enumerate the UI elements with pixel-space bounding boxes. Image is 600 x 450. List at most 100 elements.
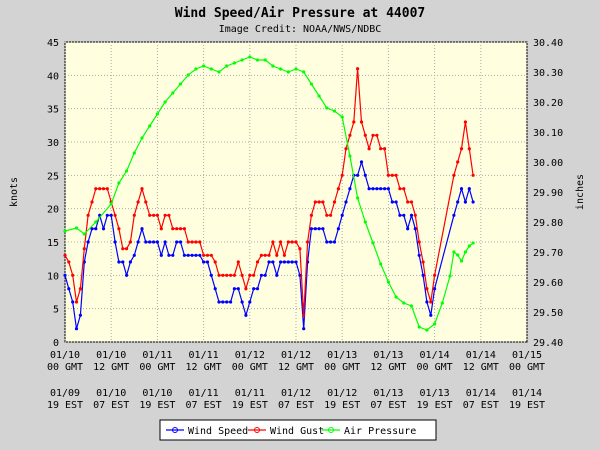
x-tick-date2: 01/10 [142, 388, 172, 399]
data-point [202, 253, 206, 257]
data-point [63, 273, 67, 277]
grid-lines [64, 41, 528, 343]
data-point [383, 187, 387, 191]
data-point [194, 253, 198, 257]
data-point [348, 133, 352, 137]
data-point [213, 260, 217, 264]
y-tick-left: 20 [47, 205, 59, 216]
data-point [332, 240, 337, 244]
data-point [371, 241, 375, 245]
x-tick-date2: 01/11 [235, 388, 265, 399]
data-point [255, 287, 260, 291]
chart-title: Wind Speed/Air Pressure at 44007 [175, 6, 425, 21]
x-tick-time2: 07 EST [93, 400, 129, 411]
y-tick-left: 0 [53, 338, 59, 349]
data-point [402, 301, 406, 305]
series-layer [63, 55, 475, 332]
data-point [309, 213, 313, 217]
data-point [332, 109, 337, 113]
data-point [163, 100, 167, 104]
data-point [367, 187, 371, 191]
data-point [90, 200, 94, 204]
data-point [117, 260, 121, 264]
data-point [255, 58, 260, 62]
y-tick-right: 30.10 [533, 128, 563, 139]
y-tick-right: 29.40 [533, 338, 563, 349]
x-tick-time2: 07 EST [186, 400, 222, 411]
data-point [471, 173, 475, 177]
data-point [155, 240, 159, 244]
data-point [209, 273, 213, 277]
data-point [363, 133, 367, 137]
data-point [383, 147, 387, 151]
x-tick-date1: 01/15 [512, 350, 542, 361]
x-tick-time2: 19 EST [417, 400, 453, 411]
data-point [213, 287, 217, 291]
data-point [290, 240, 294, 244]
data-point [221, 273, 225, 277]
data-point [452, 173, 456, 177]
data-point [140, 227, 144, 231]
data-point [144, 240, 148, 244]
data-point [263, 273, 267, 277]
legend-entry: Wind Speed [166, 426, 248, 437]
x-tick-time1: 00 GMT [509, 362, 545, 373]
data-point [205, 253, 210, 257]
data-point [456, 200, 460, 204]
data-point [232, 287, 236, 291]
x-tick-date2: 01/14 [466, 388, 496, 399]
data-point [163, 213, 167, 217]
data-point [279, 260, 283, 264]
x-tick-time1: 00 GMT [139, 362, 175, 373]
tick-labels: 0 5 10 15 20 25 30 35 40 45 29.40 29.50 29.60 29.70 29… [47, 38, 563, 411]
y-tick-right: 29.70 [533, 248, 563, 259]
data-point [433, 287, 437, 291]
data-point [236, 287, 240, 291]
data-point [325, 240, 329, 244]
data-point [86, 213, 90, 217]
legend-marker [254, 427, 260, 433]
data-point [148, 124, 152, 128]
data-point [209, 253, 213, 257]
data-point [244, 287, 248, 291]
data-point [471, 241, 475, 245]
data-point [144, 200, 148, 204]
data-point [440, 301, 444, 305]
data-point [74, 226, 79, 230]
legend-label: Wind Gust [270, 426, 324, 437]
data-point [190, 253, 194, 257]
data-point [205, 260, 210, 264]
data-point [348, 187, 352, 191]
data-point [263, 58, 267, 62]
data-point [433, 322, 437, 326]
data-point [413, 227, 417, 231]
y-tick-left: 40 [47, 71, 59, 82]
y-tick-right: 29.50 [533, 308, 563, 319]
data-point [467, 147, 471, 151]
data-point [71, 300, 75, 304]
data-point [252, 287, 256, 291]
data-point [321, 227, 325, 231]
data-point [340, 173, 344, 177]
y-tick-right: 29.80 [533, 218, 563, 229]
data-point [217, 273, 221, 277]
data-point [459, 187, 464, 191]
data-point [459, 147, 464, 151]
data-point [471, 200, 475, 204]
data-point [94, 220, 98, 224]
x-tick-time2: 19 EST [324, 400, 360, 411]
data-point [402, 187, 406, 191]
data-point [248, 55, 252, 59]
data-point [178, 227, 183, 231]
x-tick-time1: 00 GMT [324, 362, 360, 373]
data-point [74, 327, 79, 331]
data-point [105, 187, 109, 191]
data-point [132, 151, 136, 155]
data-point [282, 253, 286, 257]
legend-marker [172, 427, 178, 433]
data-point [375, 133, 379, 137]
data-point [248, 300, 252, 304]
data-point [363, 173, 367, 177]
data-point [125, 273, 129, 277]
x-tick-time1: 00 GMT [417, 362, 453, 373]
